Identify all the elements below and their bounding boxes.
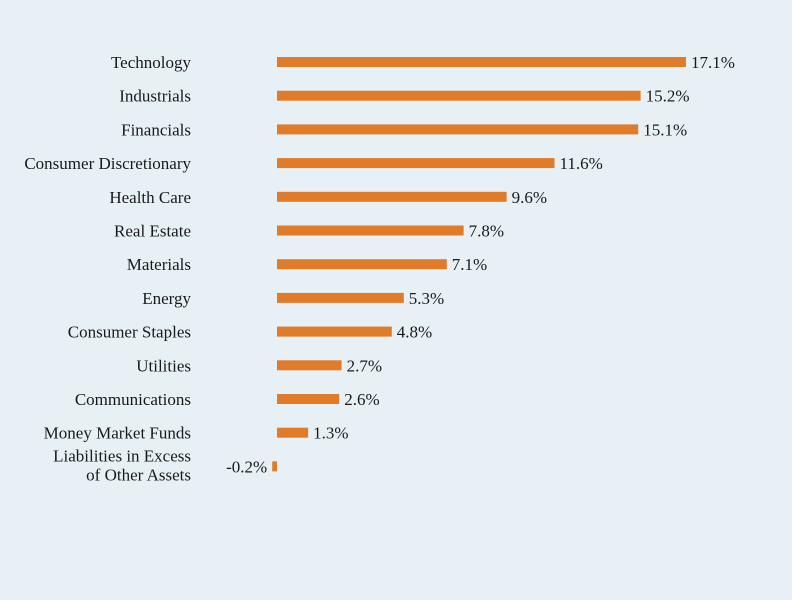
- category-label-4: Health Care: [109, 188, 191, 207]
- category-label-7: Energy: [142, 289, 191, 308]
- category-label-9: Utilities: [136, 356, 191, 375]
- bar-9: [277, 360, 342, 371]
- category-label-8: Consumer Staples: [68, 323, 191, 342]
- bar-8: [277, 326, 392, 337]
- value-label-4: 9.6%: [512, 188, 547, 207]
- value-label-0: 17.1%: [691, 53, 735, 72]
- bar-2: [277, 124, 639, 135]
- category-label-11: Money Market Funds: [44, 424, 191, 443]
- value-label-10: 2.6%: [344, 390, 379, 409]
- category-label-12: Liabilities in Excess of Other Assets: [53, 446, 191, 484]
- value-label-2: 15.1%: [643, 120, 687, 139]
- bar-group: [272, 57, 686, 472]
- value-label-1: 15.2%: [646, 87, 690, 106]
- value-label-11: 1.3%: [313, 424, 348, 443]
- bar-0: [277, 57, 686, 67]
- category-label-3: Consumer Discretionary: [24, 154, 191, 173]
- value-label-5: 7.8%: [469, 222, 504, 241]
- value-label-group: 17.1%15.2% 15.1% 11.6% 9.6% 7.8% 7.1% 5.3% 4.8%…: [226, 53, 735, 476]
- category-label-group: Technology Industrials Financials Consumer …: [24, 53, 191, 484]
- category-label-0: Technology: [111, 53, 192, 72]
- value-label-12: -0.2%: [226, 457, 267, 476]
- category-label-6: Materials: [127, 255, 191, 274]
- bar-7: [277, 292, 404, 303]
- bar-5: [277, 225, 464, 236]
- bar-3: [277, 158, 555, 169]
- value-label-8: 4.8%: [397, 323, 432, 342]
- value-label-6: 7.1%: [452, 255, 487, 274]
- bar-12: [272, 461, 277, 472]
- category-label-5: Real Estate: [114, 222, 191, 241]
- bar-10: [277, 394, 340, 404]
- category-label-10: Communications: [75, 390, 191, 409]
- bar-11: [277, 427, 309, 438]
- value-label-9: 2.7%: [347, 356, 382, 375]
- category-label-2: Financials: [121, 120, 191, 139]
- value-label-7: 5.3%: [409, 289, 444, 308]
- bar-6: [277, 259, 447, 270]
- bar-4: [277, 191, 507, 202]
- value-label-3: 11.6%: [560, 154, 603, 173]
- bar-1: [277, 90, 641, 101]
- category-label-1: Industrials: [119, 87, 191, 106]
